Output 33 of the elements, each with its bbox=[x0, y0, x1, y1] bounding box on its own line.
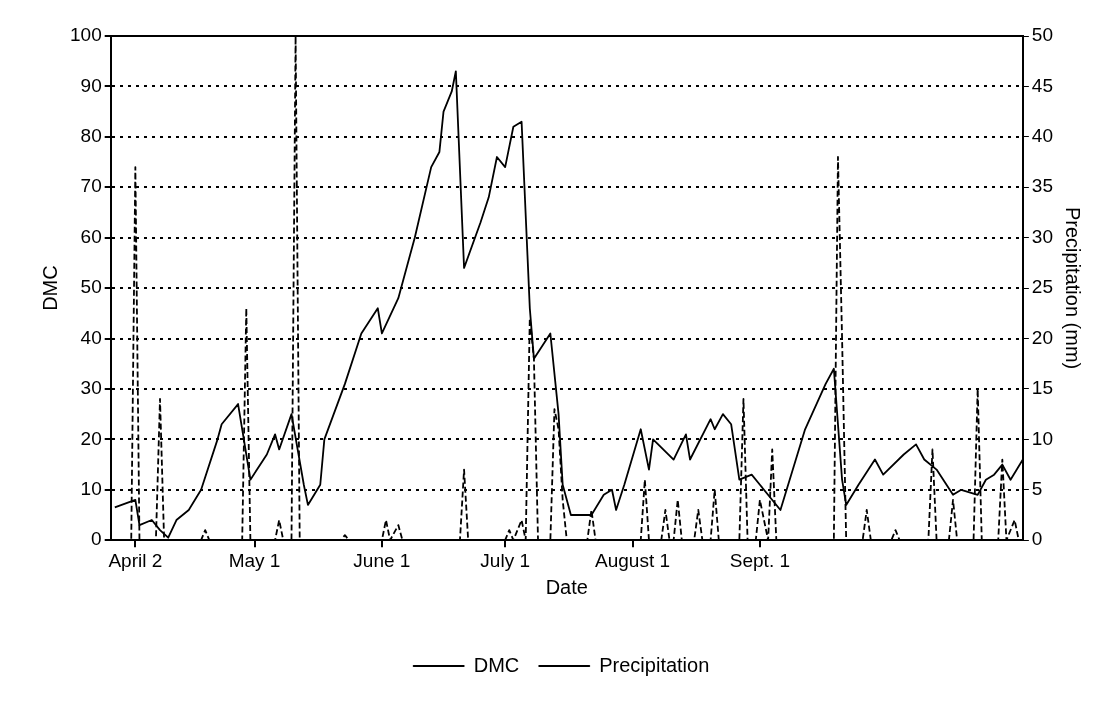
y2-tick-label: 45 bbox=[1031, 74, 1054, 96]
x-tick-label: July 1 bbox=[480, 549, 530, 571]
y2-tick-label: 10 bbox=[1031, 427, 1054, 449]
y2-tick-label: 5 bbox=[1031, 478, 1043, 500]
legend-label: DMC bbox=[473, 653, 520, 676]
y2-tick-label: 50 bbox=[1031, 24, 1054, 46]
x-tick-label: June 1 bbox=[353, 549, 411, 571]
x-axis-title: Date bbox=[545, 575, 588, 598]
x-tick-label: May 1 bbox=[228, 549, 281, 571]
y-tick-label: 50 bbox=[80, 276, 102, 298]
y-tick-label: 100 bbox=[70, 24, 102, 46]
y-tick-label: 70 bbox=[80, 175, 102, 197]
y-tick-label: 20 bbox=[80, 427, 102, 449]
y2-tick-label: 30 bbox=[1031, 225, 1054, 247]
y2-tick-label: 15 bbox=[1031, 377, 1054, 399]
y2-axis-title: Precipitation (mm) bbox=[1062, 206, 1085, 370]
y-axis-title: DMC bbox=[38, 265, 61, 311]
y-tick-label: 80 bbox=[80, 125, 102, 147]
y2-tick-label: 0 bbox=[1031, 528, 1043, 550]
y-tick-label: 10 bbox=[80, 478, 102, 500]
y2-tick-label: 20 bbox=[1031, 326, 1054, 348]
y-tick-label: 40 bbox=[80, 326, 102, 348]
x-tick-label: August 1 bbox=[595, 549, 671, 571]
y-tick-label: 30 bbox=[80, 377, 102, 399]
y2-tick-label: 25 bbox=[1031, 276, 1054, 298]
x-tick-label: April 2 bbox=[108, 549, 163, 571]
y-tick-label: 0 bbox=[91, 528, 102, 550]
y-tick-label: 90 bbox=[80, 74, 102, 96]
legend-label: Precipitation bbox=[599, 653, 710, 676]
x-tick-label: Sept. 1 bbox=[729, 549, 791, 571]
y2-tick-label: 35 bbox=[1031, 175, 1054, 197]
y-tick-label: 60 bbox=[80, 225, 102, 247]
y2-tick-label: 40 bbox=[1031, 125, 1054, 147]
